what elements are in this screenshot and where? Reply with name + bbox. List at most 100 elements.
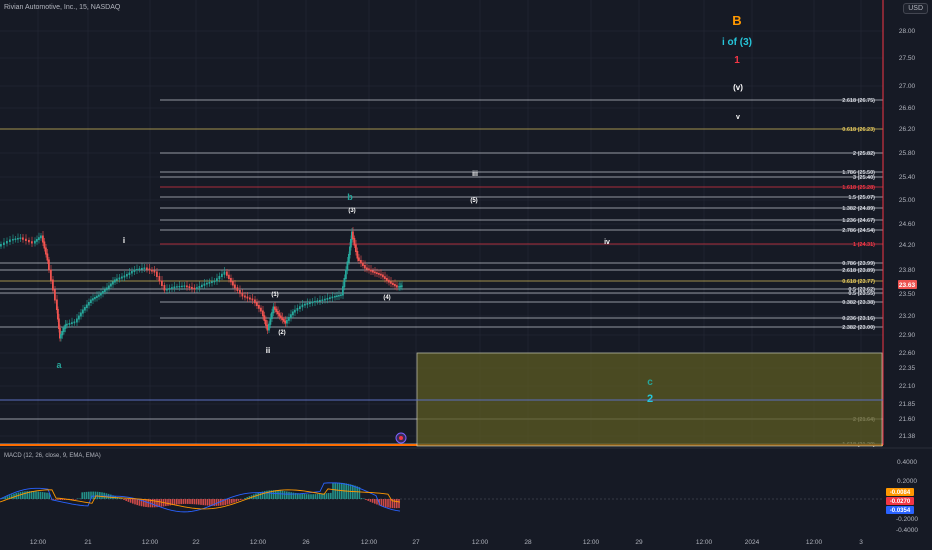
macd-bar bbox=[101, 492, 103, 499]
candle bbox=[290, 314, 292, 318]
macd-bar bbox=[147, 499, 149, 508]
macd-bar bbox=[39, 491, 42, 499]
macd-bar bbox=[125, 499, 127, 501]
candle bbox=[92, 298, 94, 301]
macd-bar bbox=[215, 499, 218, 506]
candle bbox=[342, 286, 344, 296]
currency-button[interactable]: USD bbox=[903, 3, 928, 14]
candle bbox=[366, 267, 368, 270]
candle bbox=[311, 301, 314, 304]
macd-bar bbox=[70, 499, 72, 500]
candle bbox=[143, 267, 146, 269]
price-tick: 22.10 bbox=[899, 383, 916, 390]
candle bbox=[151, 269, 153, 272]
time-tick: 28 bbox=[524, 539, 532, 546]
price-tick: 27.00 bbox=[899, 83, 916, 90]
macd-bar bbox=[376, 499, 378, 505]
macd-bar bbox=[83, 492, 86, 499]
candle bbox=[133, 269, 136, 272]
fib-label: 1.786 (25.50) bbox=[842, 170, 875, 176]
macd-bar bbox=[270, 490, 273, 499]
candle bbox=[123, 275, 126, 278]
macd-bar bbox=[220, 499, 222, 506]
macd-bar bbox=[389, 499, 391, 508]
candle bbox=[108, 285, 110, 289]
macd-bar bbox=[118, 498, 121, 499]
fib-label: 0.618 (23.77) bbox=[842, 279, 875, 285]
candle bbox=[353, 238, 356, 246]
wave-label: (4) bbox=[383, 295, 390, 301]
candle bbox=[241, 292, 244, 297]
candle bbox=[226, 271, 228, 276]
candle bbox=[388, 279, 390, 283]
macd-bar bbox=[266, 490, 268, 499]
macd-bar bbox=[171, 499, 174, 506]
macd-bar bbox=[314, 494, 317, 499]
price-tick: 23.20 bbox=[899, 313, 916, 320]
candle bbox=[249, 297, 251, 300]
macd-value-tag bbox=[886, 488, 914, 496]
candle bbox=[358, 257, 360, 261]
candle bbox=[221, 273, 223, 277]
macd-bar bbox=[396, 499, 398, 509]
candle bbox=[73, 321, 76, 324]
candle bbox=[82, 309, 84, 314]
wave-label: a bbox=[56, 360, 62, 370]
macd-bar bbox=[308, 494, 310, 499]
wave-label: (v) bbox=[733, 83, 743, 92]
candle bbox=[274, 306, 276, 310]
candle bbox=[166, 288, 168, 291]
candle bbox=[301, 304, 304, 308]
price-tick: 23.50 bbox=[899, 291, 916, 298]
macd-bar bbox=[198, 499, 200, 505]
candle bbox=[28, 240, 30, 243]
signal-line bbox=[0, 488, 401, 510]
candle bbox=[246, 296, 249, 299]
macd-bar bbox=[88, 491, 90, 499]
fib-label: 1.382 (24.89) bbox=[842, 206, 875, 212]
macd-bar bbox=[281, 490, 284, 499]
macd-bar bbox=[204, 499, 207, 506]
macd-bar bbox=[19, 492, 22, 499]
macd-bar bbox=[154, 499, 156, 508]
macd-bar bbox=[195, 499, 198, 505]
candle bbox=[25, 238, 27, 241]
macd-tick: -0.2000 bbox=[896, 516, 918, 523]
candle bbox=[86, 304, 88, 308]
candle bbox=[278, 313, 281, 317]
wave-label: v bbox=[736, 114, 740, 121]
fib-label: 3 (25.40) bbox=[853, 175, 875, 181]
macd-bar bbox=[378, 499, 380, 506]
candle bbox=[223, 271, 226, 275]
price-tick: 22.90 bbox=[899, 332, 916, 339]
candle bbox=[58, 318, 60, 329]
current-price-tag bbox=[898, 280, 917, 289]
price-tick: 21.60 bbox=[899, 416, 916, 423]
candle bbox=[64, 324, 67, 329]
candle bbox=[340, 294, 342, 296]
macd-bar bbox=[206, 499, 209, 506]
candle bbox=[351, 231, 353, 240]
macd-bar bbox=[310, 494, 312, 499]
candle bbox=[84, 307, 86, 311]
candle bbox=[0, 244, 2, 247]
candle bbox=[176, 286, 178, 288]
candle bbox=[299, 306, 301, 309]
candle bbox=[228, 274, 230, 279]
macd-bar bbox=[85, 491, 88, 499]
price-tick: 25.80 bbox=[899, 150, 916, 157]
macd-bar bbox=[165, 499, 167, 507]
candle bbox=[146, 267, 148, 270]
candle bbox=[173, 286, 176, 289]
candle bbox=[201, 284, 203, 287]
candle bbox=[96, 295, 98, 298]
macd-value-label: -0.0270 bbox=[890, 499, 911, 505]
macd-bar bbox=[277, 490, 279, 499]
macd-bar bbox=[213, 499, 215, 506]
candle bbox=[34, 240, 36, 244]
wave-label: c bbox=[647, 377, 653, 388]
macd-bar bbox=[316, 493, 319, 499]
candle bbox=[12, 239, 14, 241]
candle bbox=[76, 318, 78, 323]
